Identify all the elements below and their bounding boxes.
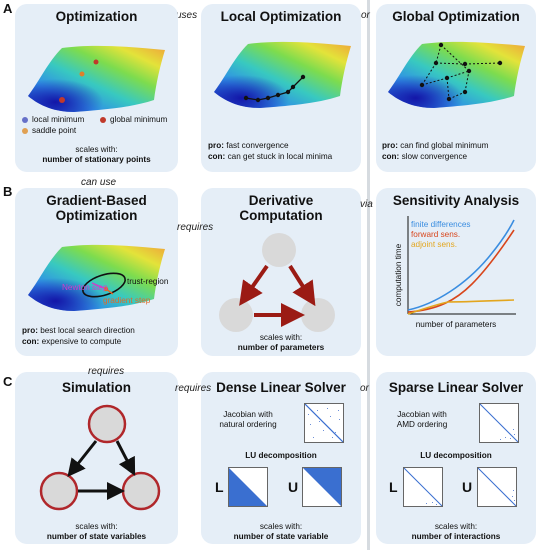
upper-triangle-icon	[303, 468, 341, 506]
scales-with-label: scales with:	[75, 522, 118, 531]
lu-decomposition-label: LU decomposition	[420, 451, 492, 460]
saddle-point-marker	[79, 71, 85, 77]
U-label: U	[462, 479, 473, 495]
legend-saddle-point: saddle point	[22, 126, 76, 135]
lu-decomposition-label: LU decomposition	[245, 451, 317, 460]
red-dot-icon	[100, 116, 106, 123]
global-con: con: slow convergence	[382, 152, 468, 161]
connector-requires: requires	[177, 222, 214, 233]
global-minimum-marker	[59, 97, 65, 103]
U-label: U	[288, 479, 299, 495]
gradient-surface	[28, 244, 165, 311]
legend-local-minimum: local minimum	[22, 115, 84, 124]
optimization-surface	[28, 45, 165, 113]
legend-forward-sens: forward sens.	[411, 230, 461, 239]
x-axis-label: number of parameters	[415, 320, 497, 329]
local-con: con: can get stuck in local minima	[208, 152, 333, 161]
scales-with-label: scales with:	[75, 145, 118, 154]
connector-can-use: can use	[81, 177, 117, 188]
simulation-graph	[39, 404, 161, 511]
newton-step-label: Newton step	[62, 283, 108, 292]
legend-label: local minimum	[32, 115, 85, 124]
sensitivity-chart	[407, 216, 516, 315]
y-axis-label: computation time	[394, 243, 403, 307]
section-label-c: C	[3, 374, 13, 389]
sparse-L-matrix	[403, 467, 443, 507]
simulation-title: Simulation	[61, 380, 131, 395]
connector-requires: requires	[88, 366, 125, 377]
gradient-con: con: expensive to compute	[22, 337, 122, 346]
forward-sens-line	[407, 229, 515, 313]
local-optimization-title: Local Optimization	[220, 9, 342, 24]
scales-with-value: number of stationary points	[42, 155, 151, 164]
connector-or: or	[361, 10, 370, 21]
sparse-pattern-icon	[479, 403, 519, 443]
local-optimization-surface	[214, 41, 351, 109]
dense-L-matrix	[228, 467, 268, 507]
trust-region-label: trust-region	[127, 277, 169, 286]
global-optimization-surface	[388, 41, 525, 109]
scales-with-label: scales with:	[259, 522, 303, 531]
derivative-graph	[219, 233, 335, 332]
dense-U-matrix	[302, 467, 342, 507]
sparse-solver-title: Sparse Linear Solver	[388, 380, 524, 395]
connector-via: via	[360, 199, 373, 210]
lower-triangle-icon	[229, 468, 267, 506]
scales-with-value: number of state variable	[233, 532, 329, 541]
sensitivity-title: Sensitivity Analysis	[392, 193, 520, 208]
section-label-a: A	[3, 1, 13, 16]
local-pro: pro: fast convergence	[208, 141, 289, 150]
scales-with-value: number of parameters	[237, 343, 325, 352]
adjoint-sens-line	[407, 299, 515, 315]
legend-global-minimum: global minimum	[100, 115, 167, 124]
sparse-pattern-icon	[304, 403, 344, 443]
optimization-title: Optimization	[55, 9, 138, 24]
L-label: L	[389, 479, 398, 495]
global-optimization-title: Global Optimization	[392, 9, 520, 24]
derivative-title: Derivative Computation	[239, 193, 323, 223]
scales-with-value: number of interactions	[411, 532, 501, 541]
column-divider	[367, 0, 370, 550]
gradient-title: Gradient-Based Optimization	[46, 193, 147, 223]
legend-label: saddle point	[32, 126, 77, 135]
section-label-b: B	[3, 184, 13, 199]
scales-with-value: number of state variables	[46, 532, 147, 541]
sparse-U-matrix	[477, 467, 517, 507]
jacobian-label: Jacobian with AMD ordering	[396, 410, 448, 429]
L-label: L	[215, 479, 224, 495]
legend-adjoint-sens: adjoint sens.	[411, 240, 457, 249]
blue-dot-icon	[22, 116, 28, 123]
sparse-jacobian-matrix	[479, 403, 519, 443]
orange-dot-icon	[22, 127, 28, 134]
connector-uses: uses	[176, 10, 198, 21]
scales-with-label: scales with:	[434, 522, 478, 531]
scales-with-label: scales with:	[259, 333, 303, 342]
dense-solver-title: Dense Linear Solver	[216, 380, 346, 395]
legend-finite-differences: finite differences	[411, 220, 471, 229]
sparse-upper-icon	[477, 467, 517, 507]
global-pro: pro: can find global minimum	[382, 141, 489, 150]
gradient-pro: pro: best local search direction	[22, 326, 135, 335]
trust-region-ellipse	[82, 272, 126, 298]
finite-differences-line	[407, 219, 515, 311]
local-minimum-marker	[93, 59, 99, 65]
gradient-step-label: gradient step	[103, 296, 151, 305]
connector-or: or	[360, 383, 369, 394]
jacobian-label: Jacobian with natural ordering	[219, 410, 277, 429]
connector-requires: requires	[175, 383, 212, 394]
sparse-lower-icon	[403, 467, 443, 507]
legend-label: global minimum	[110, 115, 168, 124]
dense-jacobian-matrix	[304, 403, 344, 443]
